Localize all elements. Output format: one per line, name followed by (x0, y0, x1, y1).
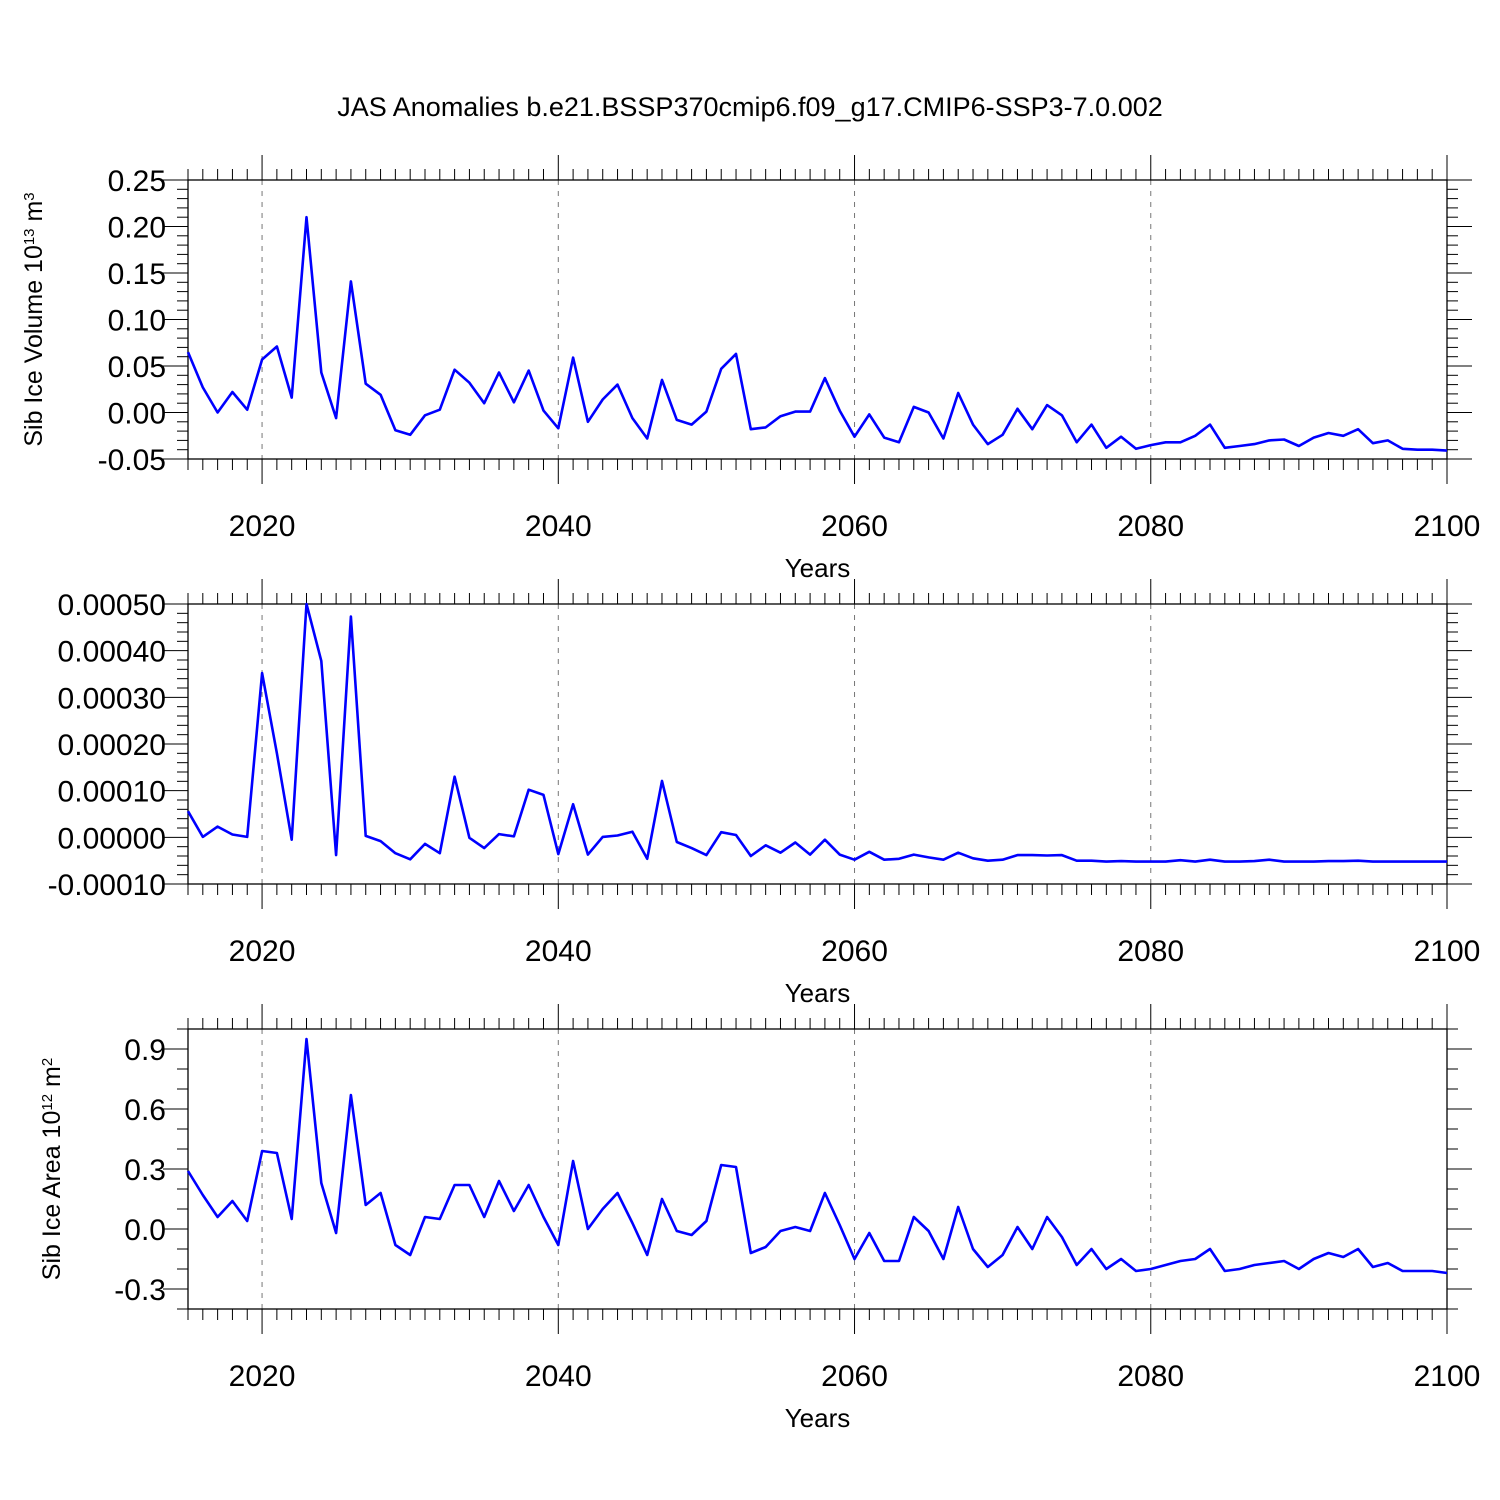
y-axis-label-exponent: 13 (21, 228, 38, 245)
figure-title: JAS Anomalies b.e21.BSSP370cmip6.f09_g17… (337, 92, 1163, 122)
x-tick-label: 2040 (525, 935, 592, 968)
plot-frame (187, 1028, 1448, 1310)
y-axis-label-unit-exponent: 3 (21, 192, 38, 200)
y-tick-label: -0.05 (98, 444, 166, 477)
x-tick-label: 2060 (821, 935, 888, 968)
y-axis-label-unit-exponent: 2 (39, 1058, 56, 1066)
y-axis-label-unit: m (38, 1066, 66, 1094)
y-tick-label: 0.00030 (58, 682, 166, 715)
panel-2: -0.00010 0.00000 0.00010 0.00020 0.00030 0.00… (48, 579, 1481, 1008)
y-axis-label: Sib Ice Volume 1013 m3 (20, 192, 48, 446)
y-tick-label: 0.20 (108, 212, 166, 245)
y-tick-label: 0.00010 (58, 776, 166, 809)
y-tick-label: 0.6 (124, 1094, 166, 1127)
x-tick-label: 2060 (821, 510, 888, 543)
x-tick-label: 2100 (1414, 935, 1481, 968)
y-tick-label: -0.3 (114, 1274, 166, 1307)
x-tick-label: 2100 (1414, 1360, 1481, 1393)
y-tick-label: 0.0 (124, 1214, 166, 1247)
y-tick-label: 0.3 (124, 1154, 166, 1187)
y-axis-label-text: Sib Ice Volume 10 (20, 245, 48, 447)
plot-frame (187, 603, 1448, 885)
y-axis-label-text: Sib Ice Area 10 (38, 1111, 66, 1281)
series-line-2 (186, 602, 1447, 863)
x-tick-label: 2040 (525, 510, 592, 543)
x-tick-label: 2020 (229, 1360, 296, 1393)
y-tick-label: 0.15 (108, 258, 166, 291)
y-axis-label-exponent: 12 (39, 1094, 56, 1111)
y-tick-label: -0.00010 (48, 869, 166, 902)
x-tick-label: 2080 (1117, 1360, 1184, 1393)
panel-3: -0.3 0.0 0.3 0.6 0.9 2020 2040 2060 2080 2100 Year… (38, 1004, 1480, 1433)
x-tick-label: 2020 (229, 510, 296, 543)
x-tick-label: 2080 (1117, 935, 1184, 968)
panel-1: -0.05 0.00 0.05 0.10 0.15 0.20 0.25 2020 2040 206… (20, 155, 1480, 583)
plot-frame (187, 179, 1448, 460)
y-tick-label: 0.00040 (58, 636, 166, 669)
x-tick-label: 2100 (1414, 510, 1481, 543)
y-tick-label: 0.00050 (58, 589, 166, 622)
series-line-3 (186, 1037, 1448, 1275)
y-tick-label: 0.25 (108, 165, 166, 198)
x-axis-label: Years (785, 553, 851, 583)
y-tick-label: 0.00000 (58, 822, 166, 855)
y-tick-label: 0.00020 (58, 729, 166, 762)
y-tick-label: 0.05 (108, 351, 166, 384)
y-tick-label: 0.9 (124, 1034, 166, 1067)
y-axis-label-unit: m (20, 201, 48, 229)
x-tick-label: 2020 (229, 935, 296, 968)
y-tick-label: 0.10 (108, 305, 166, 338)
x-axis-label: Years (785, 1403, 851, 1433)
x-tick-label: 2040 (525, 1360, 592, 1393)
y-tick-label: 0.00 (108, 398, 166, 431)
series-line-1 (186, 215, 1448, 452)
x-tick-label: 2080 (1117, 510, 1184, 543)
x-axis-label: Years (785, 978, 851, 1008)
y-axis-label: Sib Ice Area 1012 m2 (38, 1058, 66, 1280)
x-tick-label: 2060 (821, 1360, 888, 1393)
